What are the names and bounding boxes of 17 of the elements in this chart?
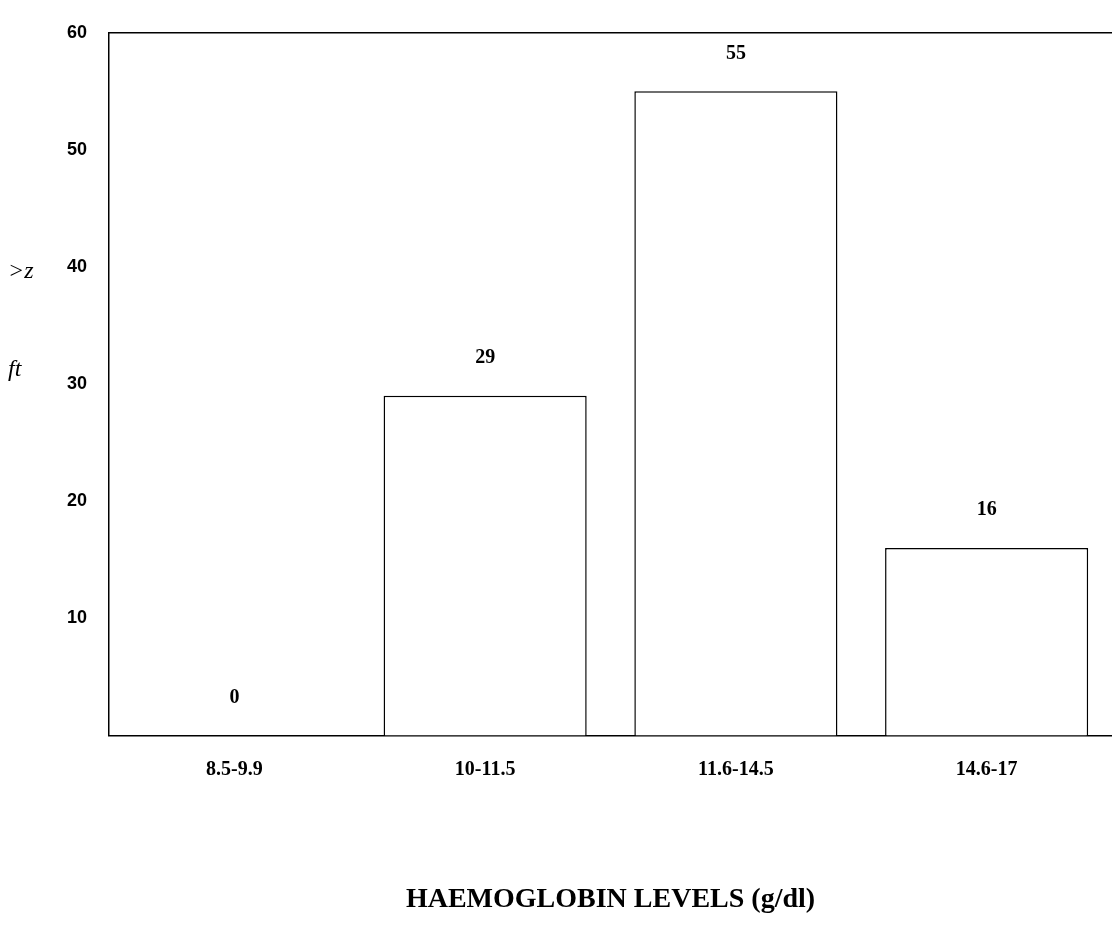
y-tick-label: 10 bbox=[66, 607, 88, 628]
x-tick-label: 8.5-9.9 bbox=[206, 756, 263, 779]
y-tick-label: 50 bbox=[66, 138, 88, 159]
x-tick-label: 14.6-17 bbox=[955, 756, 1018, 779]
data-label: 55 bbox=[725, 40, 746, 63]
data-label: 16 bbox=[976, 497, 997, 520]
x-axis-title: HAEMOGLOBIN LEVELS (g/dl) bbox=[405, 882, 816, 914]
y-tick-label: 40 bbox=[66, 255, 88, 276]
y-tick-label: 20 bbox=[66, 490, 88, 511]
x-tick-label: 10-11.5 bbox=[454, 756, 516, 779]
y-tick-label: 30 bbox=[66, 373, 88, 394]
data-label: 29 bbox=[475, 344, 496, 367]
data-label: 0 bbox=[229, 684, 240, 707]
y-tick-label: 60 bbox=[66, 21, 88, 42]
text: ft bbox=[8, 355, 23, 382]
text: >z bbox=[8, 257, 35, 283]
x-tick-label: 11.6-14.5 bbox=[698, 756, 774, 779]
